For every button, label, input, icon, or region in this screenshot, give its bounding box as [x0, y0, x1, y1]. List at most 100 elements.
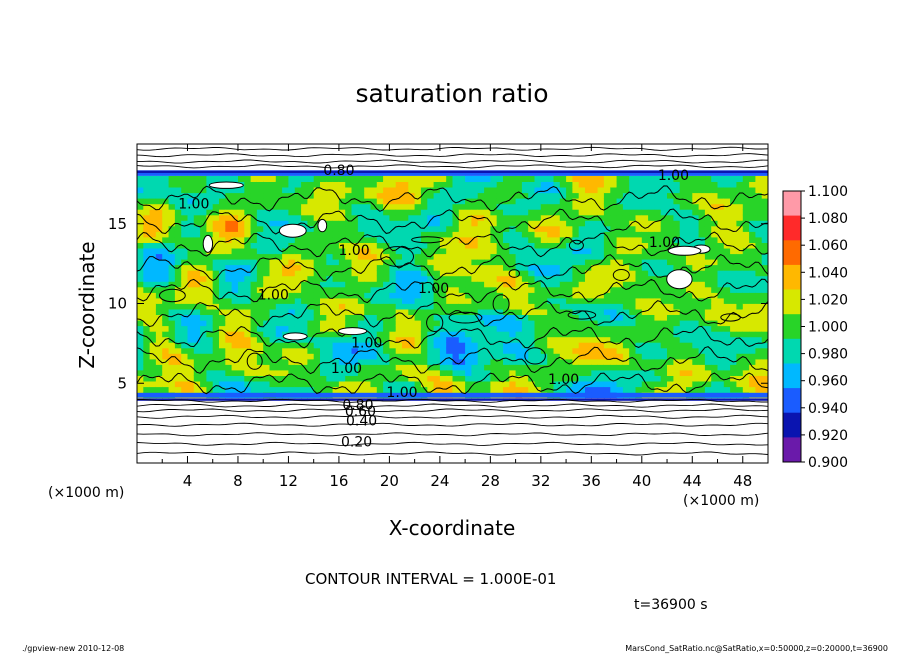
- heatmap-cell: [603, 381, 611, 388]
- heatmap-cell: [477, 214, 485, 221]
- heatmap-cell: [698, 209, 706, 216]
- heatmap-cell: [219, 292, 226, 299]
- heatmap-cell: [250, 242, 258, 249]
- heatmap-cell: [755, 342, 763, 349]
- heatmap-cell: [717, 220, 725, 227]
- heatmap-cell: [402, 220, 409, 227]
- heatmap-cell: [244, 231, 252, 238]
- heatmap-cell: [635, 187, 643, 194]
- heatmap-cell: [231, 209, 239, 216]
- heatmap-cell: [338, 331, 346, 338]
- heatmap-cell: [446, 314, 454, 321]
- heatmap-cell: [307, 325, 315, 332]
- heatmap-cell: [629, 214, 637, 221]
- heatmap-cell: [225, 175, 233, 182]
- heatmap-cell: [174, 225, 182, 232]
- heatmap-cell: [383, 381, 390, 388]
- heatmap-cell: [414, 314, 422, 321]
- heatmap-cell: [484, 331, 491, 338]
- heatmap-cell: [629, 220, 637, 227]
- heatmap-cell: [301, 358, 308, 365]
- heatmap-cell: [162, 231, 170, 238]
- heatmap-cell: [496, 203, 504, 210]
- heatmap-cell: [660, 331, 668, 338]
- heatmap-cell: [578, 358, 586, 365]
- heatmap-cell: [566, 342, 573, 349]
- heatmap-cell: [351, 308, 359, 315]
- heatmap-cell: [231, 220, 239, 227]
- heatmap-cell: [484, 297, 491, 304]
- heatmap-cell: [307, 181, 315, 188]
- x-tick-label: 24: [430, 472, 449, 490]
- heatmap-cell: [528, 325, 536, 332]
- heatmap-cell: [313, 275, 321, 282]
- heatmap-cell: [301, 236, 308, 243]
- heatmap-cell: [200, 253, 207, 260]
- heatmap-cell: [471, 331, 479, 338]
- heatmap-cell: [660, 270, 668, 277]
- heatmap-cell: [370, 231, 378, 238]
- heatmap-cell: [313, 187, 321, 194]
- heatmap-cell: [326, 275, 334, 282]
- heatmap-cell: [477, 292, 485, 299]
- heatmap-cell: [591, 303, 599, 310]
- heatmap-cell: [219, 242, 226, 249]
- heatmap-cell: [553, 358, 561, 365]
- heatmap-cell: [219, 381, 226, 388]
- heatmap-cell: [540, 203, 548, 210]
- x-tick-label: 4: [183, 472, 193, 490]
- heatmap-cell: [351, 253, 359, 260]
- heatmap-cell: [553, 286, 561, 293]
- heatmap-cell: [597, 342, 605, 349]
- heatmap-cell: [452, 209, 460, 216]
- heatmap-cell: [244, 225, 252, 232]
- heatmap-cell: [307, 270, 315, 277]
- heatmap-cell: [187, 358, 195, 365]
- heatmap-cell: [490, 242, 498, 249]
- heatmap-cell: [534, 336, 542, 343]
- heatmap-cell: [667, 259, 674, 266]
- heatmap-cell: [496, 364, 504, 371]
- heatmap-cell: [629, 225, 637, 232]
- heatmap-cell: [603, 364, 611, 371]
- heatmap-cell: [364, 236, 372, 243]
- heatmap-cell: [383, 331, 390, 338]
- heatmap-cell: [357, 231, 365, 238]
- heatmap-cell: [376, 242, 384, 249]
- heatmap-cell: [465, 253, 472, 260]
- heatmap-cell: [149, 236, 157, 243]
- heatmap-cell: [749, 320, 756, 327]
- contour-blob: [208, 181, 244, 189]
- heatmap-cell: [458, 369, 466, 376]
- heatmap-cell: [137, 342, 144, 349]
- heatmap-cell: [370, 275, 378, 282]
- heatmap-cell: [654, 353, 662, 360]
- heatmap-cell: [496, 198, 504, 205]
- heatmap-cell: [288, 303, 296, 310]
- heatmap-cell: [730, 264, 737, 271]
- heatmap-cell: [471, 325, 479, 332]
- heatmap-cell: [320, 297, 327, 304]
- heatmap-cell: [490, 347, 498, 354]
- heatmap-cell: [458, 331, 466, 338]
- heatmap-cell: [540, 248, 548, 255]
- heatmap-cell: [559, 214, 567, 221]
- heatmap-cell: [364, 342, 372, 349]
- heatmap-cell: [465, 181, 472, 188]
- heatmap-cell: [370, 375, 378, 382]
- heatmap-cell: [597, 270, 605, 277]
- heatmap-cell: [686, 236, 693, 243]
- heatmap-cell: [749, 381, 756, 388]
- heatmap-cell: [717, 336, 725, 343]
- heatmap-cell: [332, 320, 340, 327]
- heatmap-cell: [496, 353, 504, 360]
- heatmap-cell: [528, 225, 536, 232]
- heatmap-cell: [496, 320, 504, 327]
- heatmap-cell: [477, 353, 485, 360]
- heatmap-cell: [193, 303, 201, 310]
- contour-blob: [426, 313, 444, 332]
- heatmap-cell: [730, 292, 737, 299]
- heatmap-cell: [351, 369, 359, 376]
- heatmap-cell: [420, 375, 428, 382]
- heatmap-cell: [654, 175, 662, 182]
